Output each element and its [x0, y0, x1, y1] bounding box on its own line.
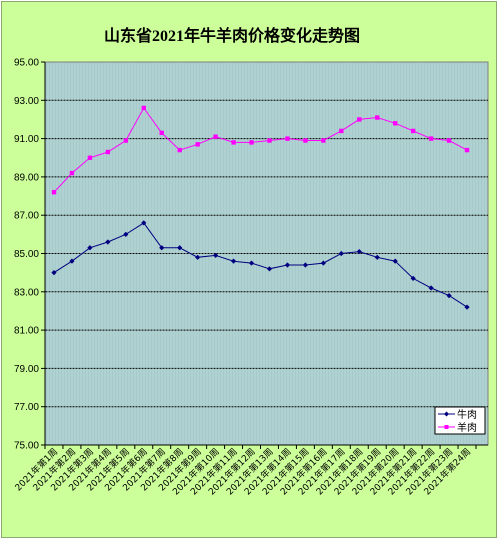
y-tick-label: 83.00 [14, 287, 39, 298]
series-layer [51, 105, 470, 310]
data-point [321, 138, 326, 143]
data-point [87, 155, 93, 160]
data-point [266, 266, 273, 272]
data-point [392, 258, 398, 264]
data-point [392, 121, 398, 126]
y-tick-label: 93.00 [14, 96, 39, 107]
legend-box [434, 406, 486, 435]
data-point [464, 147, 470, 153]
y-tick-label: 75.00 [14, 441, 39, 452]
y-tick-label: 89.00 [14, 172, 39, 183]
legend-label-beef: 牛肉 [457, 408, 477, 421]
data-point [123, 231, 129, 237]
data-point [230, 258, 237, 264]
y-tick-label: 79.00 [14, 364, 39, 375]
data-point [428, 285, 434, 291]
legend-label-mutton: 羊肉 [457, 421, 477, 434]
data-point [446, 138, 452, 143]
data-point [51, 270, 57, 276]
data-point [105, 239, 111, 245]
legend-marker-beef [444, 411, 449, 417]
data-point [177, 245, 183, 251]
data-point [159, 130, 164, 136]
data-point [357, 117, 362, 122]
chart-title: 山东省2021年牛羊肉价格变化走势图 [104, 26, 360, 45]
data-point [195, 142, 200, 147]
data-point [410, 275, 416, 281]
data-point [267, 138, 272, 143]
data-point [123, 138, 129, 143]
data-point [231, 140, 236, 145]
y-tick-label: 95.00 [14, 58, 39, 69]
data-point [356, 248, 362, 255]
data-point [303, 138, 308, 143]
data-point [213, 134, 218, 139]
data-point [375, 115, 380, 120]
legend-marker-mutton [444, 425, 449, 429]
series-line-1 [53, 107, 468, 193]
data-point [320, 260, 326, 266]
data-point [159, 245, 165, 251]
data-point [284, 262, 291, 268]
data-point [69, 170, 75, 176]
y-tick-label: 85.00 [14, 249, 39, 260]
data-point [464, 304, 470, 310]
data-point [141, 220, 147, 226]
series-line-0 [53, 222, 468, 308]
y-tick-label: 87.00 [14, 211, 39, 222]
data-point [105, 149, 111, 155]
y-tick-label: 91.00 [14, 134, 39, 145]
data-point [195, 254, 201, 260]
data-point [248, 260, 255, 266]
legend: 牛肉 羊肉 [434, 406, 486, 435]
data-point [446, 293, 452, 299]
y-tick-label: 81.00 [14, 326, 39, 337]
data-point [339, 128, 344, 134]
data-point [374, 254, 380, 260]
data-point [428, 136, 434, 141]
y-tick-label: 77.00 [14, 402, 39, 413]
data-point [302, 262, 308, 268]
x-axis-ticks: 2021年第1周2021年第2周2021年第3周2021年第4周2021年第5周… [12, 445, 477, 498]
y-axis-ticks: 95.00 93.00 91.00 89.00 87.00 85.00 83.00 81.00… [14, 58, 45, 452]
data-point [249, 140, 254, 145]
data-point [410, 128, 416, 134]
data-point [87, 245, 93, 251]
data-point [213, 252, 219, 259]
data-point [338, 250, 344, 257]
data-point [141, 105, 146, 111]
data-point [69, 258, 75, 264]
data-point [285, 136, 290, 141]
data-point [177, 147, 182, 153]
vertical-hatch [47, 63, 487, 444]
data-point [51, 190, 57, 195]
